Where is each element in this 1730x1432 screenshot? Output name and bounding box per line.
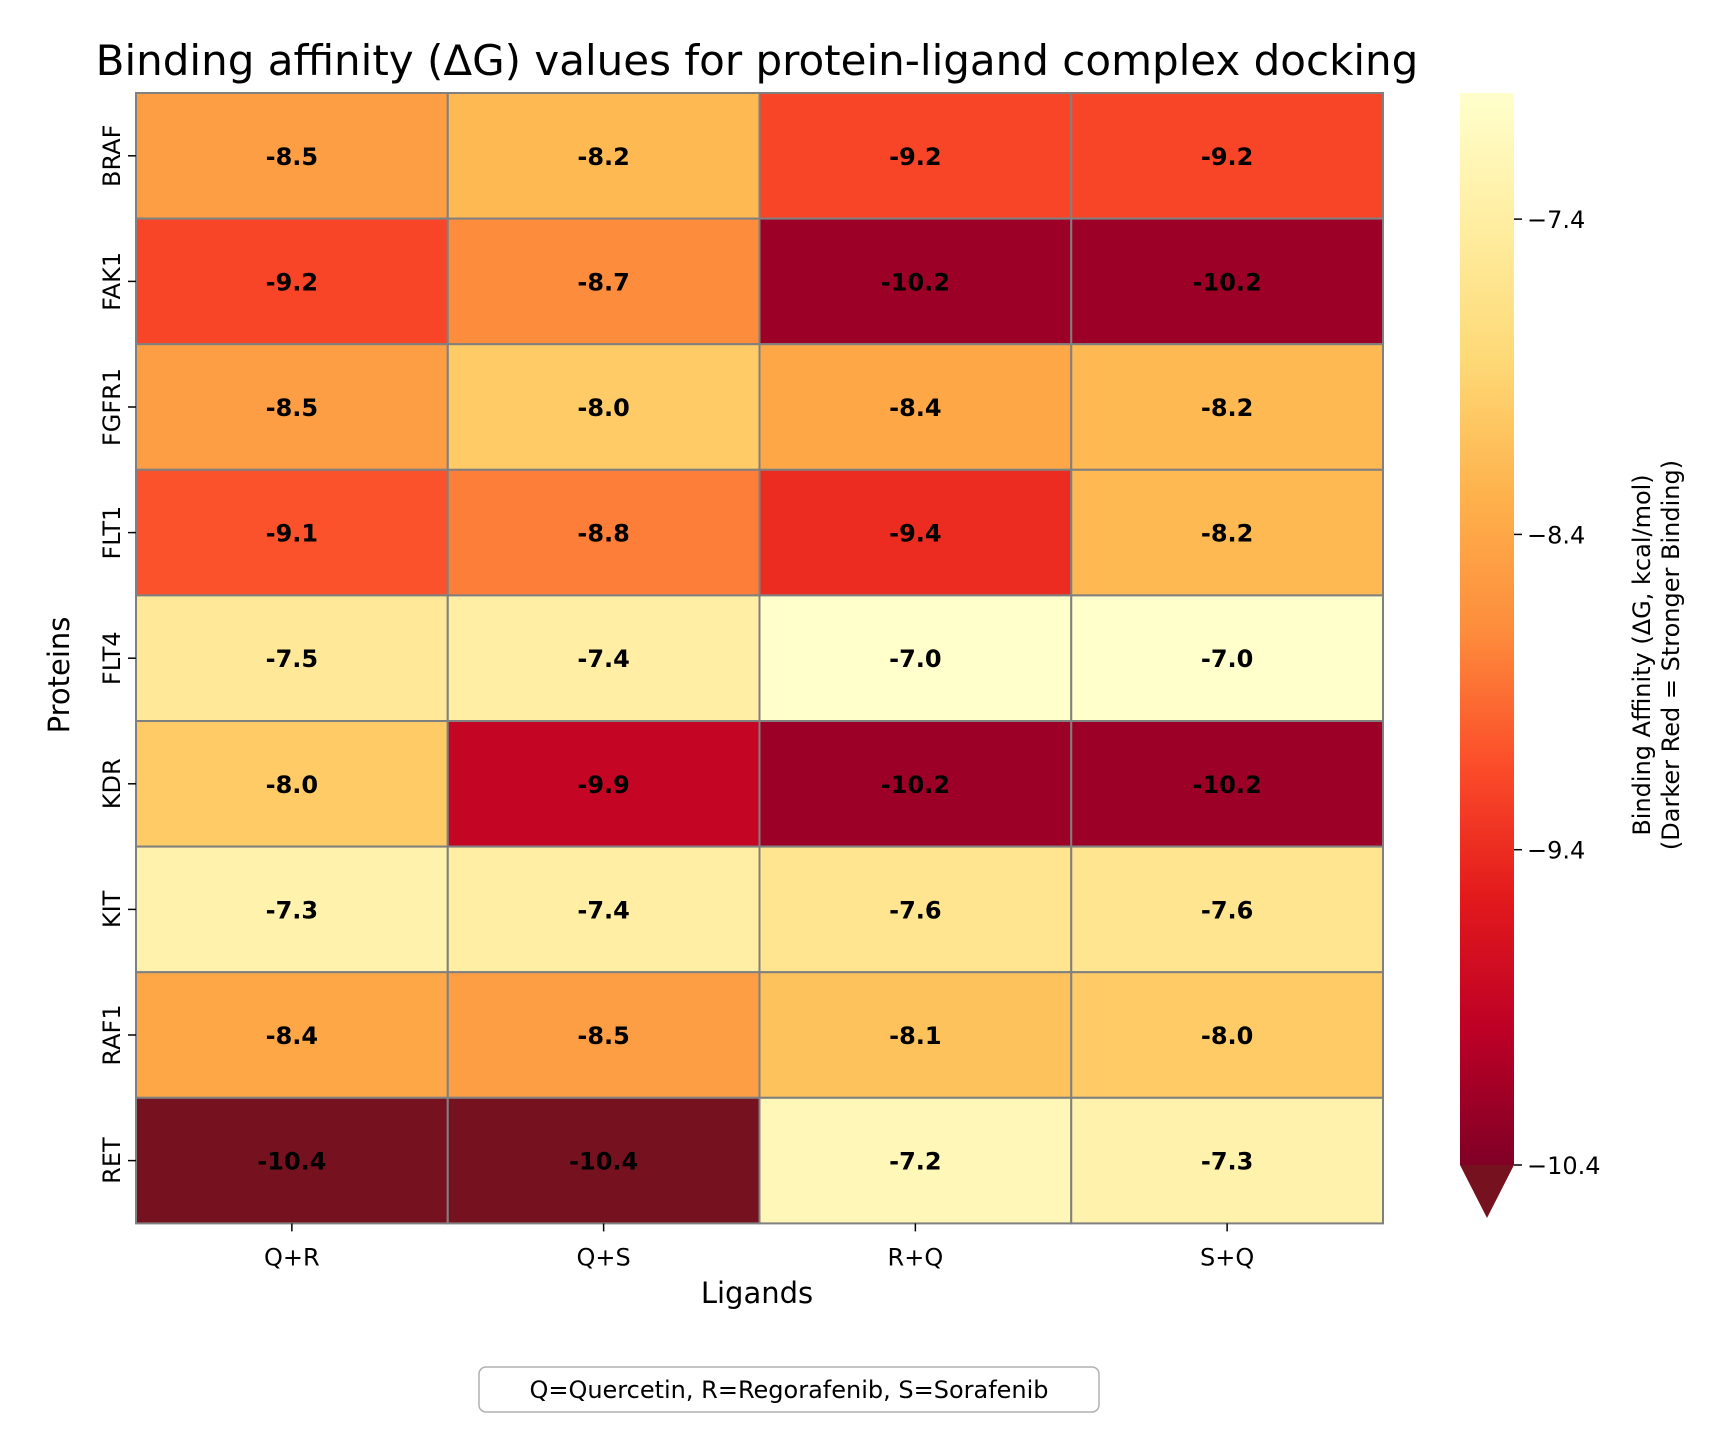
heatmap-cell [1070,720,1384,848]
heatmap-cell [758,720,1073,848]
colorbar-tick-label: −10.4 [1527,1152,1601,1180]
colorbar: −7.4 −8.4 −9.4 −10.4 Binding Affinity (ΔG, … [1460,93,1685,1218]
y-tick-label: KDR [98,758,126,809]
cell-value-label: -7.6 [1201,896,1253,924]
cell-value-label: -8.1 [889,1022,941,1050]
heatmap-cell [758,1096,1073,1225]
cell-value-label: -7.5 [266,645,318,673]
cell-value-label: -8.5 [266,143,318,171]
cell-value-label: -7.4 [577,896,629,924]
heatmap-cell-labels: -8.5 -8.2 -9.2 -9.2 -9.2 -8.7 -10.2 -10.2 -8.5 -8… [257,143,1261,1176]
cell-value-label: -9.2 [266,268,318,296]
cell-value-label: -9.2 [889,143,941,171]
cell-value-label: -10.2 [881,771,950,799]
cell-value-label: -8.5 [266,394,318,422]
y-axis-ticks: BRAF FAK1 FGFR1 FLT1 FLT4 KDR KIT RAF1 RET [98,125,136,1184]
cell-value-label: -7.6 [889,896,941,924]
heatmap-cell [446,92,761,220]
heatmap-cell [446,594,761,723]
heatmap-cell [758,971,1073,1099]
heatmap-cell [135,845,449,974]
colorbar-ticks: −7.4 −8.4 −9.4 −10.4 [1514,206,1601,1180]
colorbar-tick-label: −8.4 [1527,521,1585,549]
x-axis-ticks: Q+R Q+S R+Q S+Q [264,1223,1254,1271]
heatmap-cell [446,217,761,346]
cell-value-label: -7.2 [889,1148,941,1176]
y-tick-label: KIT [98,890,126,928]
cell-value-label: -8.2 [1201,520,1253,548]
legend-annotation: Q=Quercetin, R=Regorafenib, S=Sorafenib [478,1366,1100,1413]
heatmap-cell [1070,594,1384,723]
colorbar-tick-label: −9.4 [1527,837,1585,865]
y-axis-label: Proteins [42,617,76,734]
x-tick-label: Q+R [264,1243,320,1271]
cell-value-label: -8.8 [577,520,629,548]
heatmap-cell [1070,92,1384,220]
cell-value-label: -10.4 [257,1148,326,1176]
x-tick-label: R+Q [888,1243,944,1271]
colorbar-extend-min [1460,1165,1514,1218]
cell-value-label: -10.2 [881,268,950,296]
heatmap-cell [758,92,1073,220]
cell-value-label: -9.2 [1201,143,1253,171]
cell-value-label: -8.2 [1201,394,1253,422]
y-tick-label: RAF1 [98,1004,126,1065]
y-tick-label: RET [98,1137,126,1184]
y-tick-label: BRAF [98,125,126,187]
colorbar-label-line1: Binding Affinity (ΔG, kcal/mol) [1628,474,1656,835]
cell-value-label: -7.4 [577,645,629,673]
heatmap-cell [446,468,761,597]
heatmap-cell [1070,217,1384,346]
cell-value-label: -7.3 [1201,1148,1253,1176]
heatmap-cell [135,720,449,848]
cell-value-label: -7.0 [1201,645,1253,673]
heatmap-cell [135,468,449,597]
heatmap-cell [1070,845,1384,974]
heatmap-cell [135,92,449,220]
heatmap-cell [135,971,449,1099]
y-tick-label: FGFR1 [98,368,126,446]
cell-value-label: -8.0 [1201,1022,1253,1050]
cell-value-label: -8.0 [266,771,318,799]
x-axis-label: Ligands [701,1276,813,1310]
cell-value-label: -7.3 [266,896,318,924]
heatmap-cell [758,845,1073,974]
annotation-box [478,1366,1100,1413]
cell-value-label: -8.7 [577,268,629,296]
chart-title: Binding affinity (ΔG) values for protein… [96,36,1419,85]
heatmap-cell [1070,468,1384,597]
heatmap-cell [758,468,1073,597]
cell-value-label: -8.4 [889,394,941,422]
cell-value-label: -8.5 [577,1022,629,1050]
cell-value-label: -9.9 [577,771,629,799]
x-tick-label: Q+S [577,1243,631,1271]
heatmap-cell [135,217,449,346]
cell-value-label: -9.1 [266,520,318,548]
heatmap-cell [758,594,1073,723]
cell-value-label: -10.4 [569,1148,638,1176]
x-tick-label: S+Q [1200,1243,1254,1271]
cell-value-label: -8.4 [266,1022,318,1050]
colorbar-label-line2: (Darker Red = Stronger Binding) [1657,460,1685,850]
cell-value-label: -10.2 [1193,268,1262,296]
heatmap-cell [1070,1096,1384,1225]
y-tick-label: FLT4 [98,631,126,685]
heatmap-cell [446,720,761,848]
cell-value-label: -9.4 [889,520,941,548]
cell-value-label: -10.2 [1193,771,1262,799]
cell-value-label: -8.2 [577,143,629,171]
heatmap-cells [135,92,1384,1225]
colorbar-gradient [1460,93,1514,1165]
heatmap-cell [1070,343,1384,471]
y-tick-label: FAK1 [98,252,126,311]
annotation-text: Q=Quercetin, R=Regorafenib, S=Sorafenib [529,1376,1048,1404]
heatmap-cell [135,594,449,723]
colorbar-tick-label: −7.4 [1527,206,1585,234]
cell-value-label: -8.0 [577,394,629,422]
heatmap-cell [446,343,761,471]
cell-value-label: -7.0 [889,645,941,673]
y-tick-label: FLT1 [98,506,126,560]
